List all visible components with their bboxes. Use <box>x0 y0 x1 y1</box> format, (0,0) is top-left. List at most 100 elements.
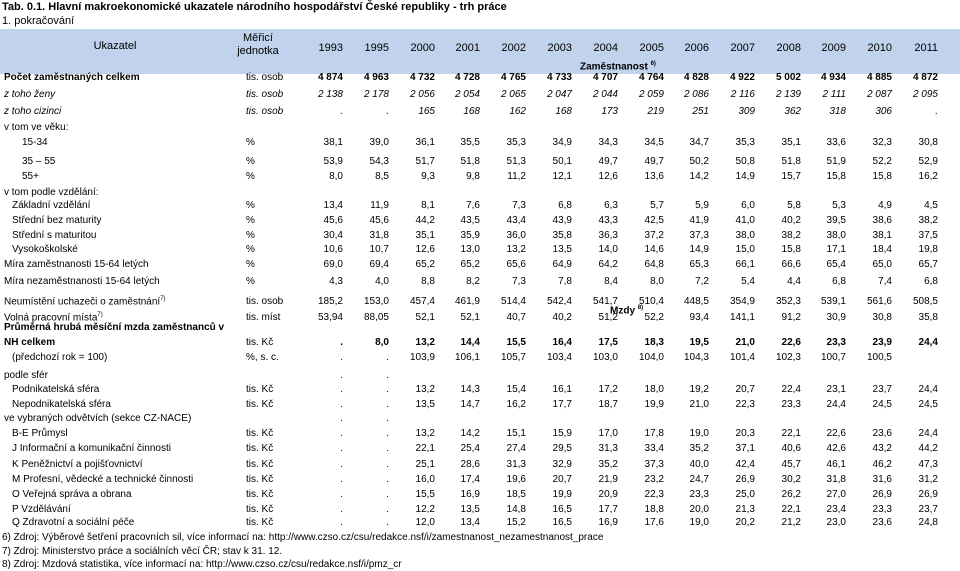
row-value: 4 922 <box>729 72 755 83</box>
row-label: 15-34 <box>22 137 48 148</box>
row-value: . <box>340 459 343 470</box>
header-year: 1993 <box>318 42 343 54</box>
row-value: 36,0 <box>506 230 526 241</box>
row-value: . <box>386 352 389 363</box>
row-value: 19,0 <box>689 428 709 439</box>
row-value: 13,4 <box>460 517 480 528</box>
row-value: 19,6 <box>506 474 526 485</box>
row-value: 52,1 <box>460 312 480 323</box>
row-value: 168 <box>463 106 480 117</box>
row-value: 31,6 <box>872 474 892 485</box>
row-value: 65,2 <box>415 259 435 270</box>
row-value: 52,1 <box>415 312 435 323</box>
row-value: 24,4 <box>918 428 938 439</box>
header-year: 1995 <box>364 42 389 54</box>
row-value: 37,1 <box>735 443 755 454</box>
row-label: Neumístění uchazeči o zaměstnání7) <box>4 296 166 307</box>
row-value: 26,9 <box>735 474 755 485</box>
table-title: Tab. 0.1. Hlavní makroekonomické ukazate… <box>2 1 507 13</box>
row-value: 19,9 <box>552 489 572 500</box>
row-value: 33,6 <box>826 137 846 148</box>
row-value: 17,6 <box>644 517 664 528</box>
row-value: 65,2 <box>460 259 480 270</box>
row-unit: %, s. c. <box>246 352 279 363</box>
row-value: 514,4 <box>500 296 526 307</box>
header-unit-line2: jednotka <box>237 45 279 57</box>
row-value: 508,5 <box>912 296 938 307</box>
row-value: 46,1 <box>826 459 846 470</box>
section-employment-label: Zaměstnanost <box>580 61 648 73</box>
header-year: 2002 <box>501 42 526 54</box>
row-value: 30,9 <box>826 312 846 323</box>
row-unit: % <box>246 244 255 255</box>
row-value: 20,0 <box>689 504 709 515</box>
row-unit: tis. osob <box>246 72 284 83</box>
row-value: 65,6 <box>506 259 526 270</box>
row-label: v tom ve věku: <box>4 122 68 133</box>
row-value: 103,0 <box>592 352 618 363</box>
row-value: 34,3 <box>598 137 618 148</box>
row-value: 12,6 <box>415 244 435 255</box>
row-value: 15,2 <box>506 517 526 528</box>
row-label-text: NH celkem <box>4 337 56 348</box>
row-value: . <box>386 399 389 410</box>
row-value: 15,7 <box>781 171 801 182</box>
row-value: 15,9 <box>552 428 572 439</box>
row-value: 17,7 <box>552 399 572 410</box>
row-label-text: ve vybraných odvětvích (sekce CZ-NACE) <box>4 413 192 424</box>
row-value: 22,3 <box>644 489 664 500</box>
section-employment-note: 6) <box>650 61 656 67</box>
row-value: 153,0 <box>363 296 389 307</box>
header-year: 2008 <box>776 42 801 54</box>
row-value: 318 <box>829 106 846 117</box>
row-value: 106,1 <box>454 352 480 363</box>
row-value: 34,9 <box>552 137 572 148</box>
row-unit: % <box>246 171 255 182</box>
row-value: 448,5 <box>683 296 709 307</box>
row-unit: tis. Kč <box>246 517 274 528</box>
row-label: Počet zaměstnaných celkem <box>4 72 140 83</box>
row-value: . <box>386 504 389 515</box>
row-value: 4 872 <box>912 72 938 83</box>
row-value: 173 <box>601 106 618 117</box>
row-value: 42,6 <box>826 443 846 454</box>
row-label: J Informační a komunikační činnosti <box>12 443 171 454</box>
row-value: 37,5 <box>918 230 938 241</box>
row-label-text: Vysokoškolské <box>12 244 78 255</box>
row-value: 51,7 <box>415 156 435 167</box>
row-value: 352,3 <box>775 296 801 307</box>
row-unit: tis. Kč <box>246 443 274 454</box>
row-value: 24,4 <box>826 399 846 410</box>
row-value: 40,6 <box>781 443 801 454</box>
row-value: 53,9 <box>323 156 343 167</box>
row-value: 12,2 <box>415 504 435 515</box>
row-value: 105,7 <box>500 352 526 363</box>
row-value: 65,3 <box>689 259 709 270</box>
row-label-text: Neumístění uchazeči o zaměstnání <box>4 296 161 308</box>
row-value: 23,3 <box>781 399 801 410</box>
row-value: 7,3 <box>512 200 526 211</box>
table-subtitle: 1. pokračování <box>2 15 75 27</box>
row-value: 4 728 <box>454 72 480 83</box>
row-label: Základní vzdělání <box>12 200 90 211</box>
row-value: 4 765 <box>500 72 526 83</box>
row-value: 24,4 <box>918 384 938 395</box>
section-wages: Mzdy 8) <box>610 305 643 316</box>
footnote-6: 6) Zdroj: Výběrové šetření pracovních si… <box>2 532 604 543</box>
row-value: 101,4 <box>729 352 755 363</box>
row-value: . <box>340 337 343 348</box>
row-value: 7,4 <box>878 276 892 287</box>
header-year: 2001 <box>455 42 480 54</box>
row-value: 100,5 <box>866 352 892 363</box>
row-value: 38,0 <box>735 230 755 241</box>
row-value: 185,2 <box>317 296 343 307</box>
row-value: 18,5 <box>506 489 526 500</box>
row-value: 2 178 <box>363 89 389 100</box>
row-value: 17,8 <box>644 428 664 439</box>
row-label: Volná pracovní místa7) <box>4 312 103 323</box>
row-value: 29,5 <box>552 443 572 454</box>
row-value: 21,2 <box>781 517 801 528</box>
row-value: 162 <box>509 106 526 117</box>
row-value: 16,1 <box>552 384 572 395</box>
row-value: 23,2 <box>644 474 664 485</box>
